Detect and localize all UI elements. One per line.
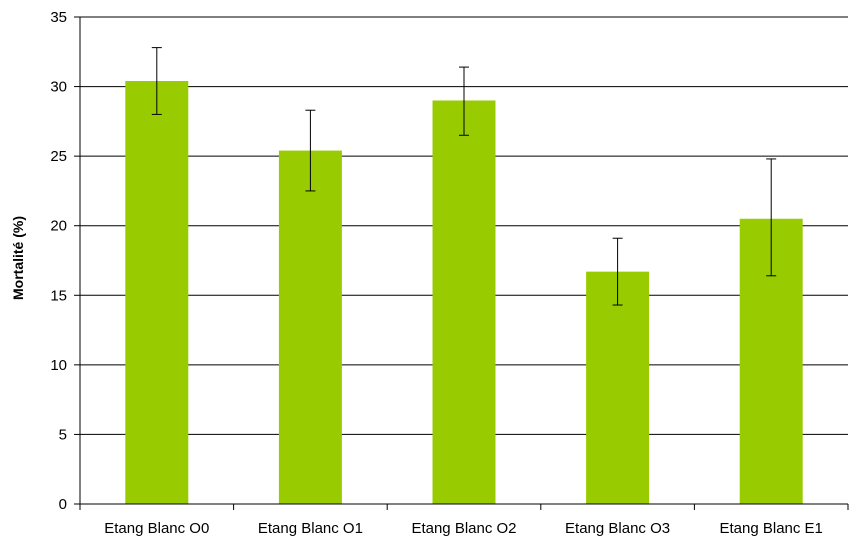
y-tick-label: 15 [50, 287, 67, 304]
axes: 0 5 10 15 20 25 30 35 Etang Blanc O0 Etang Blanc … [50, 9, 849, 537]
y-tick-label: 0 [59, 496, 67, 513]
x-tick-label: Etang Blanc O0 [104, 520, 209, 537]
x-tick-label: Etang Blanc O3 [565, 520, 670, 537]
bar [432, 100, 496, 504]
y-tick-label: 20 [50, 218, 67, 235]
y-tick-label: 10 [50, 357, 67, 374]
bar [586, 271, 650, 504]
x-tick-label: Etang Blanc O1 [258, 520, 363, 537]
bars [125, 81, 803, 505]
y-tick-label: 5 [59, 426, 67, 443]
y-tick-label: 30 [50, 79, 67, 96]
x-tick-label: Etang Blanc E1 [719, 520, 822, 537]
y-axis-title: Mortalité (%) [10, 216, 26, 300]
x-tick-label: Etang Blanc O2 [411, 520, 516, 537]
error-bars [151, 47, 777, 306]
bar [125, 81, 189, 505]
y-tick-label: 35 [50, 9, 67, 26]
y-tick-label: 25 [50, 148, 67, 165]
bar [278, 150, 342, 504]
